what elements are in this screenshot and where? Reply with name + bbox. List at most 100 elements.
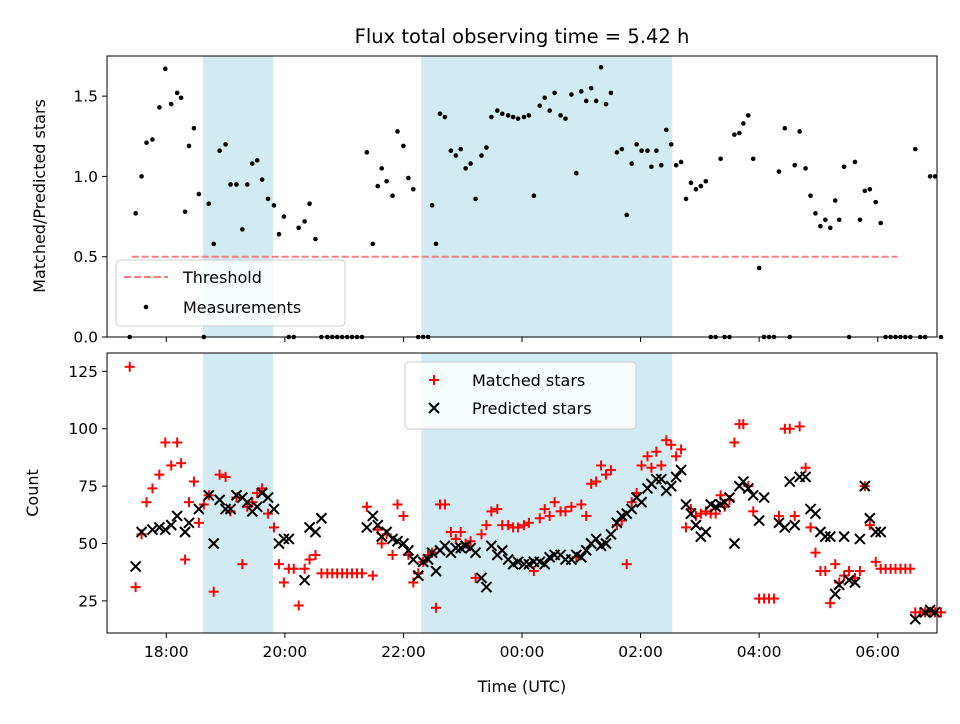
- predicted-star-marker: [391, 535, 404, 547]
- bottom-y-tick-label: 50: [78, 535, 98, 553]
- predicted-star-marker: [203, 489, 215, 502]
- bottom-panel: 25 50 75 100 125 18:00 20:00 22:00 00:00 02:00 04…: [23, 352, 946, 696]
- matched-star-marker: [220, 471, 231, 482]
- predicted-star-marker: [625, 503, 638, 515]
- predicted-star-marker-b: [439, 540, 451, 552]
- measurement-point: [211, 241, 217, 247]
- measurement-point: [157, 105, 162, 110]
- measurement-point: [832, 198, 838, 203]
- predicted-star-marker-b: [909, 613, 921, 625]
- measurement-point: [588, 85, 594, 91]
- measurement-point: [401, 143, 406, 149]
- bottom-x-tick-label: 04:00: [737, 643, 782, 661]
- matched-star-marker: [621, 559, 632, 570]
- predicted-star-marker-b: [824, 530, 836, 543]
- measurement-point: [364, 150, 370, 155]
- bottom-y-axis-label: Count: [23, 469, 42, 517]
- measurement-point: [526, 113, 532, 118]
- predicted-star-marker-b: [859, 480, 871, 492]
- predicted-star-marker: [575, 551, 587, 563]
- measurement-point: [932, 174, 938, 179]
- predicted-star-marker-b: [129, 560, 142, 573]
- measurement-point: [499, 111, 505, 117]
- measurement-point: [271, 203, 277, 208]
- matched-star-marker: [596, 460, 607, 471]
- measurement-point: [583, 98, 589, 104]
- bottom-x-tick-label: 20:00: [263, 643, 308, 661]
- measurement-point: [178, 95, 184, 101]
- matched-star-marker: [591, 476, 602, 487]
- predicted-star-marker: [809, 507, 822, 520]
- predicted-star-marker: [426, 546, 438, 559]
- predicted-star-marker: [171, 510, 183, 522]
- measurement-point: [912, 146, 918, 152]
- predicted-star-marker: [758, 491, 770, 504]
- matched-star-marker: [671, 451, 682, 462]
- matched-star-marker: [810, 547, 821, 558]
- predicted-star-marker-b: [773, 517, 785, 529]
- matched-star-marker: [486, 506, 497, 517]
- predicted-star-marker: [402, 544, 415, 557]
- matched-star-marker: [288, 563, 299, 574]
- measurement-point: [228, 182, 233, 187]
- predicted-star-marker-b: [179, 526, 191, 538]
- matched-star-marker: [710, 508, 721, 519]
- predicted-star-marker-b: [723, 491, 736, 504]
- measurement-point: [862, 188, 868, 194]
- top-shaded-intervals: [202, 56, 673, 337]
- predicted-star-marker-b: [737, 475, 750, 488]
- predicted-star-marker: [829, 588, 841, 600]
- measurement-point: [249, 161, 255, 166]
- predicted-star-marker: [283, 533, 295, 545]
- measurement-point: [878, 220, 883, 226]
- matched-star-marker: [600, 469, 611, 480]
- matched-star-marker: [398, 510, 409, 521]
- predicted-star-marker-b: [380, 526, 393, 538]
- predicted-star-marker: [262, 491, 274, 504]
- matched-star-marker: [800, 462, 811, 473]
- predicted-star-marker-b: [430, 565, 442, 577]
- matched-star-marker: [513, 522, 524, 533]
- predicted-star-marker: [193, 503, 205, 515]
- measurement-point: [144, 140, 149, 146]
- measurement-point: [552, 90, 557, 96]
- measurement-point: [150, 137, 155, 142]
- predicted-star-marker-b: [843, 574, 855, 586]
- bottom-y-tick-label: 125: [68, 363, 98, 381]
- predicted-star-marker: [611, 517, 623, 529]
- predicted-star-marker-b: [208, 537, 220, 550]
- predicted-star-marker: [518, 558, 530, 570]
- measurement-point: [411, 186, 416, 192]
- predicted-star-marker-b: [469, 546, 482, 559]
- matched-star-marker: [681, 522, 692, 533]
- matched-star-marker: [656, 460, 667, 471]
- matched-star-marker: [492, 504, 503, 515]
- predicted-star-marker-b: [605, 528, 617, 541]
- predicted-star-marker-b: [675, 464, 687, 476]
- matched-star-marker: [784, 423, 795, 434]
- predicted-star-marker-b: [518, 558, 530, 570]
- measurement-point: [598, 64, 604, 70]
- predicted-star-marker: [690, 519, 702, 531]
- predicted-star-marker-b: [203, 489, 215, 502]
- top-y-tick-label: 0.0: [73, 329, 98, 347]
- matched-star-marker: [184, 497, 195, 508]
- matched-star-marker: [830, 559, 841, 570]
- matched-star-marker: [651, 446, 662, 457]
- predicted-star-marker-b: [450, 542, 462, 554]
- predicted-star-marker: [230, 489, 243, 502]
- predicted-star-marker: [859, 480, 871, 492]
- matched-star-marker: [695, 508, 706, 519]
- bottom-x-tick-label: 00:00: [500, 643, 545, 661]
- legend-predicted-marker: [428, 402, 440, 414]
- matched-star-marker: [773, 510, 784, 521]
- matched-star-marker: [154, 469, 165, 480]
- predicted-star-marker-b: [372, 519, 384, 531]
- matched-star-marker: [263, 508, 274, 519]
- matched-star-marker: [729, 437, 740, 448]
- predicted-star-marker: [298, 574, 311, 586]
- predicted-star-marker-b: [575, 551, 587, 563]
- predicted-star-marker-b: [829, 588, 841, 600]
- measurement-point: [792, 162, 798, 168]
